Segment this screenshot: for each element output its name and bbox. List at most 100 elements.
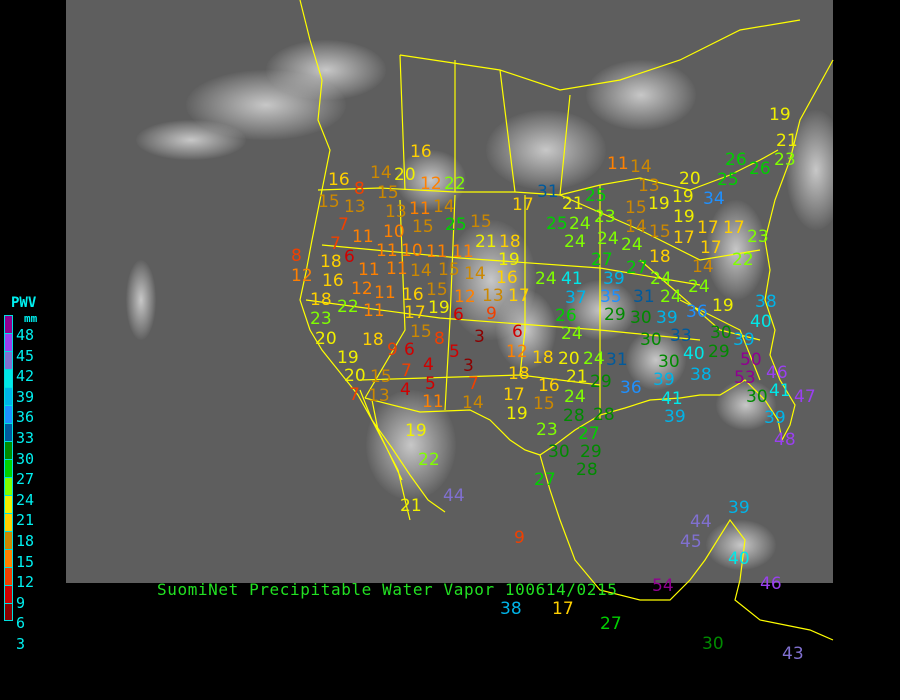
- station-pwv-value: 31: [633, 287, 655, 307]
- legend-swatch: [4, 495, 13, 513]
- station-pwv-value: 18: [508, 364, 530, 384]
- station-pwv-value: 14: [464, 264, 486, 284]
- station-pwv-value: 31: [537, 182, 559, 202]
- station-pwv-value: 16: [322, 271, 344, 291]
- station-pwv-value: 11: [376, 241, 398, 261]
- station-pwv-value: 12: [420, 174, 442, 194]
- station-pwv-value: 19: [405, 421, 427, 441]
- station-pwv-value: 19: [672, 187, 694, 207]
- station-pwv-value: 40: [728, 549, 750, 569]
- station-pwv-value: 16: [328, 170, 350, 190]
- station-pwv-value: 6: [404, 340, 415, 360]
- legend-swatch: [4, 567, 13, 585]
- station-pwv-value: 18: [362, 330, 384, 350]
- station-pwv-value: 14: [462, 393, 484, 413]
- station-pwv-value: 24: [564, 232, 586, 252]
- station-pwv-value: 21: [562, 194, 584, 214]
- cloud: [706, 520, 776, 570]
- station-pwv-value: 40: [750, 312, 772, 332]
- coastline-mexico: [539, 454, 834, 641]
- station-pwv-value: 39: [728, 498, 750, 518]
- station-pwv-value: 8: [354, 179, 365, 199]
- station-pwv-value: 30: [658, 352, 680, 372]
- border-mexico: [364, 397, 541, 456]
- legend-label: 12: [16, 573, 35, 592]
- station-pwv-value: 15: [533, 394, 555, 414]
- legend-label: 18: [16, 532, 35, 550]
- station-pwv-value: 8: [291, 246, 302, 266]
- legend-swatch: [4, 333, 13, 351]
- station-pwv-value: 11: [422, 392, 444, 412]
- station-pwv-value: 20: [679, 169, 701, 189]
- station-pwv-value: 18: [532, 348, 554, 368]
- station-pwv-value: 29: [708, 342, 730, 362]
- station-pwv-value: 17: [723, 218, 745, 238]
- station-pwv-value: 43: [782, 644, 804, 664]
- station-pwv-value: 3: [474, 327, 485, 347]
- station-pwv-value: 15: [426, 280, 448, 300]
- legend-label: 9: [16, 593, 26, 612]
- station-pwv-value: 18: [310, 290, 332, 310]
- station-pwv-value: 22: [418, 450, 440, 470]
- station-pwv-value: 23: [594, 207, 616, 227]
- station-pwv-value: 27: [600, 614, 622, 634]
- station-pwv-value: 7: [468, 374, 479, 394]
- station-pwv-value: 22: [444, 174, 466, 194]
- station-pwv-value: 10: [383, 222, 405, 242]
- station-pwv-value: 24: [597, 229, 619, 249]
- station-pwv-value: 17: [508, 286, 530, 306]
- station-pwv-value: 53: [734, 368, 756, 388]
- station-pwv-value: 13: [638, 176, 660, 196]
- station-pwv-value: 24: [535, 269, 557, 289]
- legend-swatch: [4, 405, 13, 423]
- station-pwv-value: 30: [702, 634, 724, 654]
- station-pwv-value: 13: [368, 386, 390, 406]
- legend-label: 45: [16, 346, 35, 365]
- legend-color-bar: [4, 315, 13, 621]
- station-pwv-value: 17: [673, 228, 695, 248]
- cloud: [496, 290, 556, 370]
- station-pwv-value: 9: [486, 304, 497, 324]
- station-pwv-value: 14: [433, 197, 455, 217]
- station-pwv-value: 46: [760, 574, 782, 594]
- station-pwv-value: 38: [690, 365, 712, 385]
- station-pwv-value: 23: [774, 150, 796, 170]
- station-pwv-value: 24: [561, 324, 583, 344]
- station-pwv-value: 6: [453, 305, 464, 325]
- legend-swatch: [4, 603, 13, 621]
- station-pwv-value: 7: [338, 215, 349, 235]
- cloud: [126, 260, 156, 340]
- legend-label: 21: [16, 511, 35, 530]
- station-pwv-value: 12: [506, 342, 528, 362]
- legend-title: PWV: [11, 295, 37, 311]
- station-pwv-value: 12: [454, 287, 476, 307]
- station-pwv-value: 39: [656, 308, 678, 328]
- station-pwv-value: 4: [423, 355, 434, 375]
- station-pwv-value: 28: [563, 406, 585, 426]
- station-pwv-value: 15: [377, 183, 399, 203]
- station-pwv-value: 14: [625, 217, 647, 237]
- station-pwv-value: 11: [386, 259, 408, 279]
- station-pwv-value: 29: [580, 442, 602, 462]
- station-pwv-value: 39: [764, 408, 786, 428]
- cloud: [786, 110, 833, 230]
- station-pwv-value: 28: [576, 460, 598, 480]
- canada-provinces: [399, 19, 801, 196]
- station-pwv-value: 21: [475, 232, 497, 252]
- station-pwv-value: 11: [352, 227, 374, 247]
- station-pwv-value: 6: [512, 322, 523, 342]
- station-pwv-value: 41: [561, 269, 583, 289]
- station-pwv-value: 11: [363, 301, 385, 321]
- station-pwv-value: 48: [774, 430, 796, 450]
- station-pwv-value: 17: [700, 238, 722, 258]
- station-pwv-value: 38: [755, 292, 777, 312]
- cloud: [626, 330, 686, 390]
- station-pwv-value: 7: [401, 361, 412, 381]
- legend-swatch: [4, 315, 13, 333]
- legend-label: 30: [16, 449, 35, 468]
- station-pwv-value: 19: [428, 298, 450, 318]
- station-pwv-value: 25: [717, 170, 739, 190]
- station-pwv-value: 20: [344, 366, 366, 386]
